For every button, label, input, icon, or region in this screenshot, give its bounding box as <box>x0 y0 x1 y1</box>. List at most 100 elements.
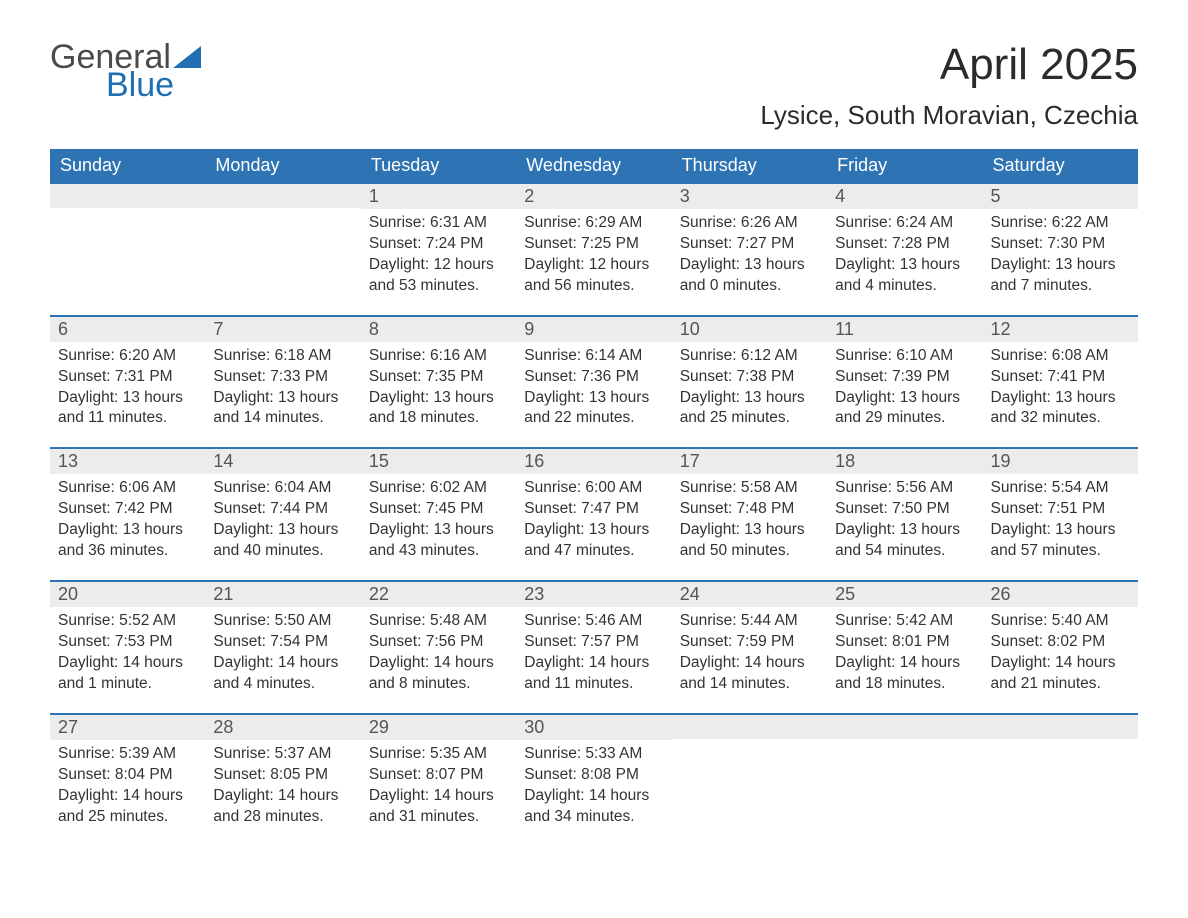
brand-logo: General Blue <box>50 40 203 102</box>
title-block: April 2025 Lysice, South Moravian, Czech… <box>760 40 1138 143</box>
day-number: 24 <box>672 580 827 607</box>
daylight-line: Daylight: 12 hours and 53 minutes. <box>369 255 508 297</box>
sunset-line: Sunset: 7:42 PM <box>58 499 197 520</box>
day-data: Sunrise: 5:40 AMSunset: 8:02 PMDaylight:… <box>983 607 1138 713</box>
day-data: Sunrise: 5:46 AMSunset: 7:57 PMDaylight:… <box>516 607 671 713</box>
calendar-week-row: 20Sunrise: 5:52 AMSunset: 7:53 PMDayligh… <box>50 580 1138 713</box>
day-data: Sunrise: 6:06 AMSunset: 7:42 PMDaylight:… <box>50 474 205 580</box>
day-data: Sunrise: 5:42 AMSunset: 8:01 PMDaylight:… <box>827 607 982 713</box>
daylight-line: Daylight: 13 hours and 54 minutes. <box>835 520 974 562</box>
calendar-cell: 27Sunrise: 5:39 AMSunset: 8:04 PMDayligh… <box>50 713 205 846</box>
sunset-line: Sunset: 7:41 PM <box>991 367 1130 388</box>
calendar-cell <box>50 182 205 315</box>
sunset-line: Sunset: 7:33 PM <box>213 367 352 388</box>
daylight-line: Daylight: 13 hours and 4 minutes. <box>835 255 974 297</box>
day-data: Sunrise: 6:24 AMSunset: 7:28 PMDaylight:… <box>827 209 982 315</box>
calendar-body: 1Sunrise: 6:31 AMSunset: 7:24 PMDaylight… <box>50 182 1138 845</box>
sunset-line: Sunset: 7:56 PM <box>369 632 508 653</box>
day-number: 29 <box>361 713 516 740</box>
day-data: Sunrise: 6:16 AMSunset: 7:35 PMDaylight:… <box>361 342 516 448</box>
day-number: 30 <box>516 713 671 740</box>
day-number: 16 <box>516 447 671 474</box>
calendar-cell: 21Sunrise: 5:50 AMSunset: 7:54 PMDayligh… <box>205 580 360 713</box>
day-number: 26 <box>983 580 1138 607</box>
sunset-line: Sunset: 7:30 PM <box>991 234 1130 255</box>
day-data: Sunrise: 6:14 AMSunset: 7:36 PMDaylight:… <box>516 342 671 448</box>
calendar-cell: 20Sunrise: 5:52 AMSunset: 7:53 PMDayligh… <box>50 580 205 713</box>
calendar-cell: 8Sunrise: 6:16 AMSunset: 7:35 PMDaylight… <box>361 315 516 448</box>
day-data: Sunrise: 5:54 AMSunset: 7:51 PMDaylight:… <box>983 474 1138 580</box>
sunset-line: Sunset: 7:31 PM <box>58 367 197 388</box>
day-data: Sunrise: 5:35 AMSunset: 8:07 PMDaylight:… <box>361 740 516 846</box>
day-number: 19 <box>983 447 1138 474</box>
calendar-cell: 23Sunrise: 5:46 AMSunset: 7:57 PMDayligh… <box>516 580 671 713</box>
sunset-line: Sunset: 7:50 PM <box>835 499 974 520</box>
weekday-header-row: Sunday Monday Tuesday Wednesday Thursday… <box>50 149 1138 182</box>
day-data: Sunrise: 5:48 AMSunset: 7:56 PMDaylight:… <box>361 607 516 713</box>
day-number <box>205 182 360 208</box>
day-number: 5 <box>983 182 1138 209</box>
calendar-cell: 18Sunrise: 5:56 AMSunset: 7:50 PMDayligh… <box>827 447 982 580</box>
day-data: Sunrise: 5:58 AMSunset: 7:48 PMDaylight:… <box>672 474 827 580</box>
daylight-line: Daylight: 14 hours and 14 minutes. <box>680 653 819 695</box>
sunrise-line: Sunrise: 6:20 AM <box>58 346 197 367</box>
sunrise-line: Sunrise: 5:50 AM <box>213 611 352 632</box>
day-number: 10 <box>672 315 827 342</box>
calendar-cell <box>672 713 827 846</box>
sunset-line: Sunset: 7:28 PM <box>835 234 974 255</box>
day-number: 4 <box>827 182 982 209</box>
sunrise-line: Sunrise: 5:46 AM <box>524 611 663 632</box>
calendar-cell <box>827 713 982 846</box>
weekday-header: Tuesday <box>361 149 516 182</box>
calendar-cell: 19Sunrise: 5:54 AMSunset: 7:51 PMDayligh… <box>983 447 1138 580</box>
day-number: 11 <box>827 315 982 342</box>
day-number: 22 <box>361 580 516 607</box>
day-data: Sunrise: 5:37 AMSunset: 8:05 PMDaylight:… <box>205 740 360 846</box>
sunrise-line: Sunrise: 6:02 AM <box>369 478 508 499</box>
calendar-week-row: 1Sunrise: 6:31 AMSunset: 7:24 PMDaylight… <box>50 182 1138 315</box>
sunset-line: Sunset: 7:47 PM <box>524 499 663 520</box>
sunrise-line: Sunrise: 5:58 AM <box>680 478 819 499</box>
sunset-line: Sunset: 8:01 PM <box>835 632 974 653</box>
sunset-line: Sunset: 8:04 PM <box>58 765 197 786</box>
sunrise-line: Sunrise: 6:04 AM <box>213 478 352 499</box>
sunset-line: Sunset: 7:59 PM <box>680 632 819 653</box>
day-number <box>983 713 1138 739</box>
day-data: Sunrise: 5:39 AMSunset: 8:04 PMDaylight:… <box>50 740 205 846</box>
weekday-header: Monday <box>205 149 360 182</box>
calendar-cell: 12Sunrise: 6:08 AMSunset: 7:41 PMDayligh… <box>983 315 1138 448</box>
day-number <box>50 182 205 208</box>
daylight-line: Daylight: 13 hours and 40 minutes. <box>213 520 352 562</box>
sunrise-line: Sunrise: 6:26 AM <box>680 213 819 234</box>
day-number: 28 <box>205 713 360 740</box>
sunrise-line: Sunrise: 5:52 AM <box>58 611 197 632</box>
day-data: Sunrise: 6:31 AMSunset: 7:24 PMDaylight:… <box>361 209 516 315</box>
sunrise-line: Sunrise: 6:00 AM <box>524 478 663 499</box>
day-number: 15 <box>361 447 516 474</box>
daylight-line: Daylight: 13 hours and 11 minutes. <box>58 388 197 430</box>
day-data: Sunrise: 5:56 AMSunset: 7:50 PMDaylight:… <box>827 474 982 580</box>
sunset-line: Sunset: 7:57 PM <box>524 632 663 653</box>
calendar-cell: 11Sunrise: 6:10 AMSunset: 7:39 PMDayligh… <box>827 315 982 448</box>
daylight-line: Daylight: 12 hours and 56 minutes. <box>524 255 663 297</box>
calendar-cell: 1Sunrise: 6:31 AMSunset: 7:24 PMDaylight… <box>361 182 516 315</box>
sunrise-line: Sunrise: 6:12 AM <box>680 346 819 367</box>
calendar-cell: 17Sunrise: 5:58 AMSunset: 7:48 PMDayligh… <box>672 447 827 580</box>
calendar-cell: 10Sunrise: 6:12 AMSunset: 7:38 PMDayligh… <box>672 315 827 448</box>
sunrise-line: Sunrise: 6:16 AM <box>369 346 508 367</box>
daylight-line: Daylight: 13 hours and 0 minutes. <box>680 255 819 297</box>
calendar-cell: 6 Sunrise: 6:20 AMSunset: 7:31 PMDaylight… <box>50 315 205 448</box>
day-data: Sunrise: 5:44 AMSunset: 7:59 PMDaylight:… <box>672 607 827 713</box>
sunset-line: Sunset: 7:48 PM <box>680 499 819 520</box>
sunrise-line: Sunrise: 5:56 AM <box>835 478 974 499</box>
day-data: Sunrise: 6:02 AMSunset: 7:45 PMDaylight:… <box>361 474 516 580</box>
sunset-line: Sunset: 7:51 PM <box>991 499 1130 520</box>
daylight-line: Daylight: 14 hours and 11 minutes. <box>524 653 663 695</box>
daylight-line: Daylight: 14 hours and 31 minutes. <box>369 786 508 828</box>
day-number <box>827 713 982 739</box>
day-number: 6 <box>50 315 205 342</box>
sunrise-line: Sunrise: 6:29 AM <box>524 213 663 234</box>
daylight-line: Daylight: 14 hours and 1 minute. <box>58 653 197 695</box>
day-number: 9 <box>516 315 671 342</box>
day-data: Sunrise: 6:12 AMSunset: 7:38 PMDaylight:… <box>672 342 827 448</box>
